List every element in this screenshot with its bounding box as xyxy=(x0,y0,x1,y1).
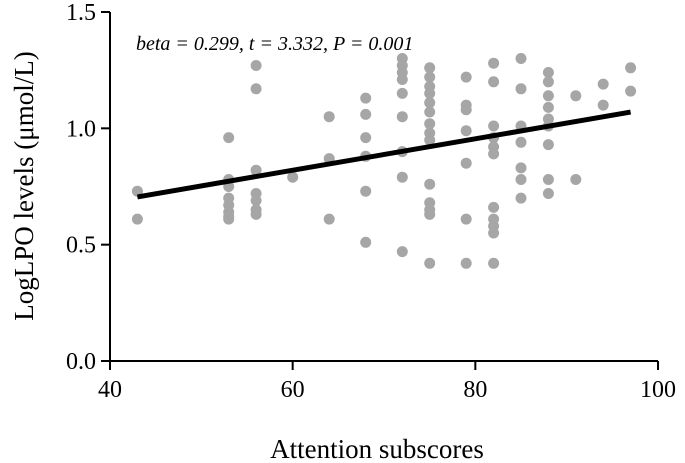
data-point xyxy=(570,174,582,185)
data-point xyxy=(360,92,372,104)
data-point xyxy=(460,104,472,116)
data-point xyxy=(131,213,143,225)
data-point xyxy=(460,125,472,137)
y-axis-title: LogLPO levels (μmol/L) xyxy=(9,51,39,320)
data-point xyxy=(223,213,235,225)
data-point xyxy=(625,85,637,97)
regression-line xyxy=(136,109,632,200)
data-point xyxy=(515,162,527,174)
data-point xyxy=(488,120,500,132)
y-tick-label: 1.0 xyxy=(66,116,96,142)
data-point xyxy=(396,171,408,183)
data-point xyxy=(396,246,408,258)
data-point xyxy=(287,171,299,183)
data-point xyxy=(488,76,500,88)
data-point xyxy=(424,71,436,83)
data-point xyxy=(250,164,262,176)
data-point xyxy=(542,188,554,199)
data-point xyxy=(424,257,436,269)
axes xyxy=(109,12,658,362)
x-tick-label: 80 xyxy=(463,377,487,403)
x-tick-label: 40 xyxy=(98,377,122,403)
y-tick-label: 0.0 xyxy=(66,349,96,375)
data-point xyxy=(460,257,472,269)
data-point xyxy=(570,90,582,102)
data-point xyxy=(396,74,408,85)
data-point xyxy=(542,174,554,185)
data-point xyxy=(515,174,527,185)
data-point xyxy=(396,87,408,99)
data-point xyxy=(460,157,472,169)
data-point xyxy=(250,60,262,71)
data-point xyxy=(223,132,235,144)
x-axis-title: Attention subscores xyxy=(270,434,484,463)
data-point xyxy=(250,208,262,220)
data-point xyxy=(542,67,554,78)
data-point xyxy=(597,99,609,111)
data-point xyxy=(360,236,372,248)
data-point xyxy=(323,213,335,225)
data-point xyxy=(515,136,527,148)
data-point xyxy=(488,201,500,213)
data-point xyxy=(460,71,472,83)
data-point xyxy=(515,192,527,204)
data-point xyxy=(424,118,436,130)
y-tick-label: 0.5 xyxy=(66,233,96,259)
data-point xyxy=(488,227,500,239)
data-point xyxy=(131,185,143,197)
stats-annotation: beta = 0.299, t = 3.332, P = 0.001 xyxy=(136,33,413,55)
data-point xyxy=(424,87,436,99)
data-point xyxy=(360,185,372,197)
data-point xyxy=(360,108,372,120)
data-point xyxy=(488,57,500,69)
data-point xyxy=(597,78,609,90)
data-point xyxy=(542,139,554,151)
data-point xyxy=(515,53,527,64)
data-point xyxy=(424,62,436,74)
data-points xyxy=(131,53,637,269)
data-point xyxy=(542,76,554,88)
data-point xyxy=(424,178,436,190)
data-point xyxy=(424,97,436,109)
data-point xyxy=(488,148,500,160)
x-tick-label: 100 xyxy=(640,377,676,403)
data-point xyxy=(250,83,262,95)
data-point xyxy=(625,62,637,74)
y-ticks: 0.0 0.5 1.0 1.5 xyxy=(66,0,110,375)
data-point xyxy=(360,132,372,144)
x-ticks: 40 60 80 100 xyxy=(98,361,676,403)
data-point xyxy=(460,213,472,225)
y-tick-label: 1.5 xyxy=(66,0,96,26)
data-point xyxy=(396,111,408,123)
data-point xyxy=(542,101,554,113)
data-point xyxy=(323,111,335,123)
data-point xyxy=(542,90,554,102)
data-point xyxy=(424,208,436,220)
data-point xyxy=(250,195,262,206)
data-point xyxy=(488,257,500,269)
data-point xyxy=(515,83,527,95)
x-tick-label: 60 xyxy=(281,377,305,403)
data-point xyxy=(424,106,436,118)
data-point xyxy=(424,134,436,146)
